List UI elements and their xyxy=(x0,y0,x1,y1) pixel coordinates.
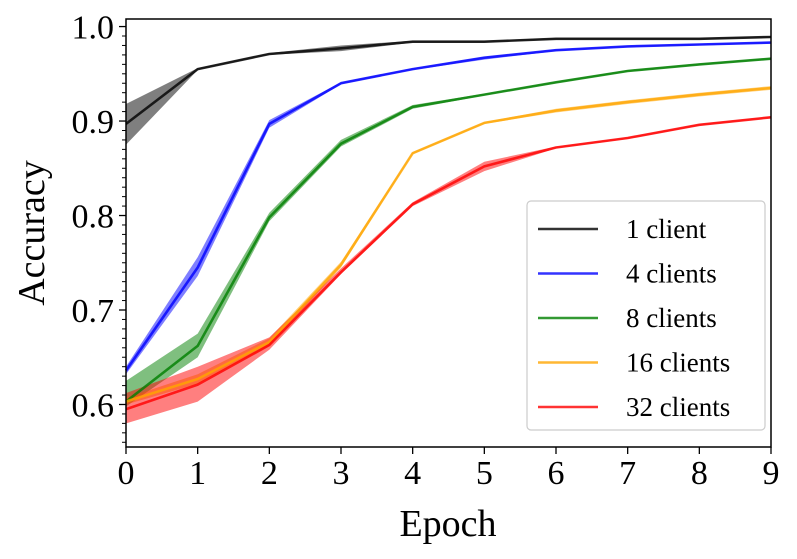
legend-label-16-clients: 16 clients xyxy=(626,348,730,378)
series-lines xyxy=(124,35,772,411)
legend-label-8-clients: 8 clients xyxy=(626,303,717,333)
line-32-clients xyxy=(125,116,772,411)
band-32-clients xyxy=(126,116,771,424)
x-axis-label: Epoch xyxy=(399,503,496,545)
y-tick-label: 0.6 xyxy=(72,387,115,424)
x-tick-label: 3 xyxy=(333,455,350,492)
x-tick-label: 9 xyxy=(763,455,780,492)
legend-label-32-clients: 32 clients xyxy=(626,392,730,422)
legend-label-4-clients: 4 clients xyxy=(626,259,717,289)
x-tick-label: 8 xyxy=(691,455,708,492)
x-tick-label: 6 xyxy=(548,455,565,492)
legend: 1 client 4 clients 8 clients 16 clients 32 c… xyxy=(526,200,766,431)
y-axis: 0.6 0.7 0.8 0.9 1.0 xyxy=(72,10,126,443)
legend-label-1-client: 1 client xyxy=(626,214,707,244)
x-tick-label: 4 xyxy=(404,455,421,492)
legend-box xyxy=(526,200,766,431)
x-tick-label: 7 xyxy=(619,455,636,492)
y-tick-label: 0.9 xyxy=(72,104,115,141)
x-axis: 0 1 2 3 4 5 6 7 8 9 xyxy=(118,447,780,492)
y-axis-label: Accuracy xyxy=(11,160,53,306)
line-4-clients xyxy=(124,41,772,372)
line-1-client xyxy=(125,35,772,125)
confidence-bands xyxy=(126,36,771,424)
x-tick-label: 2 xyxy=(261,455,278,492)
plot-frame xyxy=(125,18,772,448)
line-16-clients xyxy=(125,86,772,403)
x-tick-label: 5 xyxy=(476,455,493,492)
y-tick-label: 0.8 xyxy=(72,199,115,236)
y-tick-label: 1.0 xyxy=(72,10,115,47)
line-8-clients xyxy=(125,57,772,403)
x-tick-label: 0 xyxy=(118,455,135,492)
y-tick-label: 0.7 xyxy=(72,293,115,330)
x-tick-label: 1 xyxy=(189,455,206,492)
